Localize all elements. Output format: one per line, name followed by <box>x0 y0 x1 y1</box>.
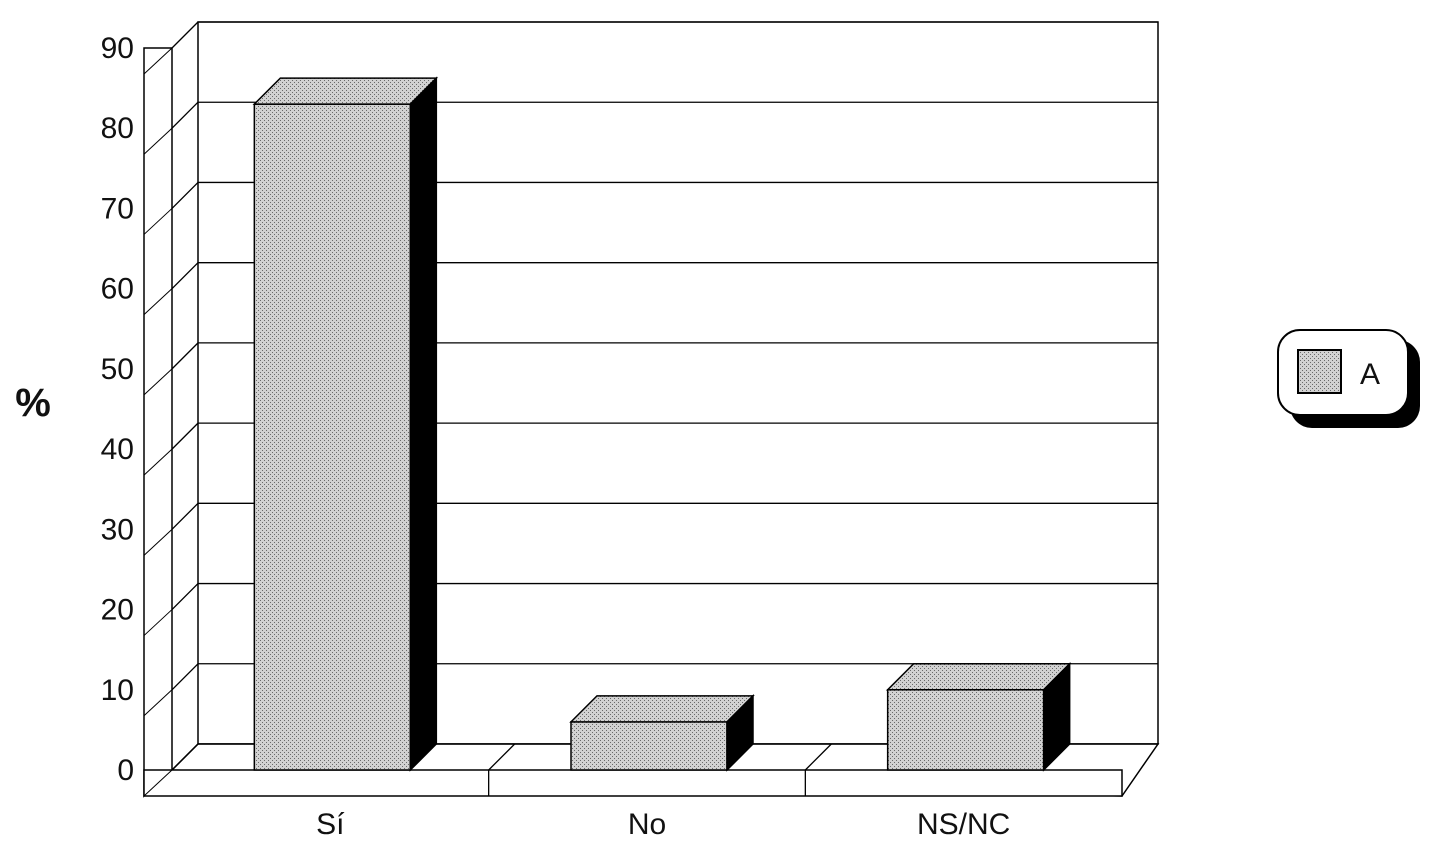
bar-top <box>252 77 439 105</box>
gridline-side <box>171 181 199 209</box>
y-tick-label: 80 <box>101 112 134 145</box>
bars <box>252 76 1072 772</box>
y-tick-label: 40 <box>101 433 134 466</box>
bar-side <box>726 694 754 772</box>
y-tick-label: 60 <box>101 273 134 306</box>
gridline-wall <box>143 288 173 316</box>
gridline-wall <box>143 208 173 235</box>
bar-front <box>570 721 728 771</box>
category-divider-floor <box>804 743 832 771</box>
gridline-wall <box>143 689 173 717</box>
gridline-side <box>171 663 199 691</box>
gridline-side <box>171 262 199 290</box>
bar-front <box>886 689 1045 771</box>
bar-side <box>409 76 438 772</box>
bar-s <box>252 76 439 772</box>
bar-no <box>569 694 755 772</box>
gridline-wall <box>143 769 173 797</box>
y-tick-label: 50 <box>101 353 134 386</box>
bar-front <box>253 103 412 771</box>
x-tick-label: Sí <box>316 808 345 841</box>
gridline-wall <box>143 448 173 476</box>
x-axis-labels: Sí No NS/NC <box>316 808 1010 841</box>
bar-nsnc <box>885 661 1072 772</box>
legend-label: A <box>1360 358 1380 391</box>
y-tick-label: 90 <box>101 32 134 65</box>
gridline-side <box>171 422 199 450</box>
y-tick-label: 70 <box>101 192 134 225</box>
gridline-side <box>171 21 199 49</box>
bar-top <box>569 695 755 723</box>
y-tick-label: 20 <box>101 594 134 627</box>
bar-side <box>1042 661 1071 772</box>
x-tick-label: No <box>628 808 666 841</box>
gridline-wall <box>143 368 173 396</box>
base-strip <box>143 769 1123 797</box>
y-axis-label: % <box>15 381 51 425</box>
y-tick-label: 30 <box>101 513 134 546</box>
gridline-side <box>171 583 199 611</box>
y-tick-label: 0 <box>117 754 134 787</box>
left-wall <box>143 47 173 798</box>
category-divider-floor <box>488 743 516 771</box>
y-tick-label: 10 <box>101 674 134 707</box>
bar-top <box>885 663 1072 691</box>
y-axis-ticks: 0 10 20 30 40 50 60 70 80 90 <box>101 32 134 787</box>
gridline-wall <box>143 47 173 75</box>
gridline-wall <box>143 609 173 636</box>
legend: A <box>1277 329 1420 428</box>
gridline-side <box>171 743 199 771</box>
x-tick-label: NS/NC <box>917 808 1010 841</box>
gridline-side <box>171 342 199 370</box>
gridline-wall <box>143 127 173 155</box>
gridline-side <box>171 502 199 530</box>
legend-swatch <box>1297 349 1342 394</box>
gridline-side <box>171 101 199 129</box>
gridline-wall <box>143 528 173 556</box>
